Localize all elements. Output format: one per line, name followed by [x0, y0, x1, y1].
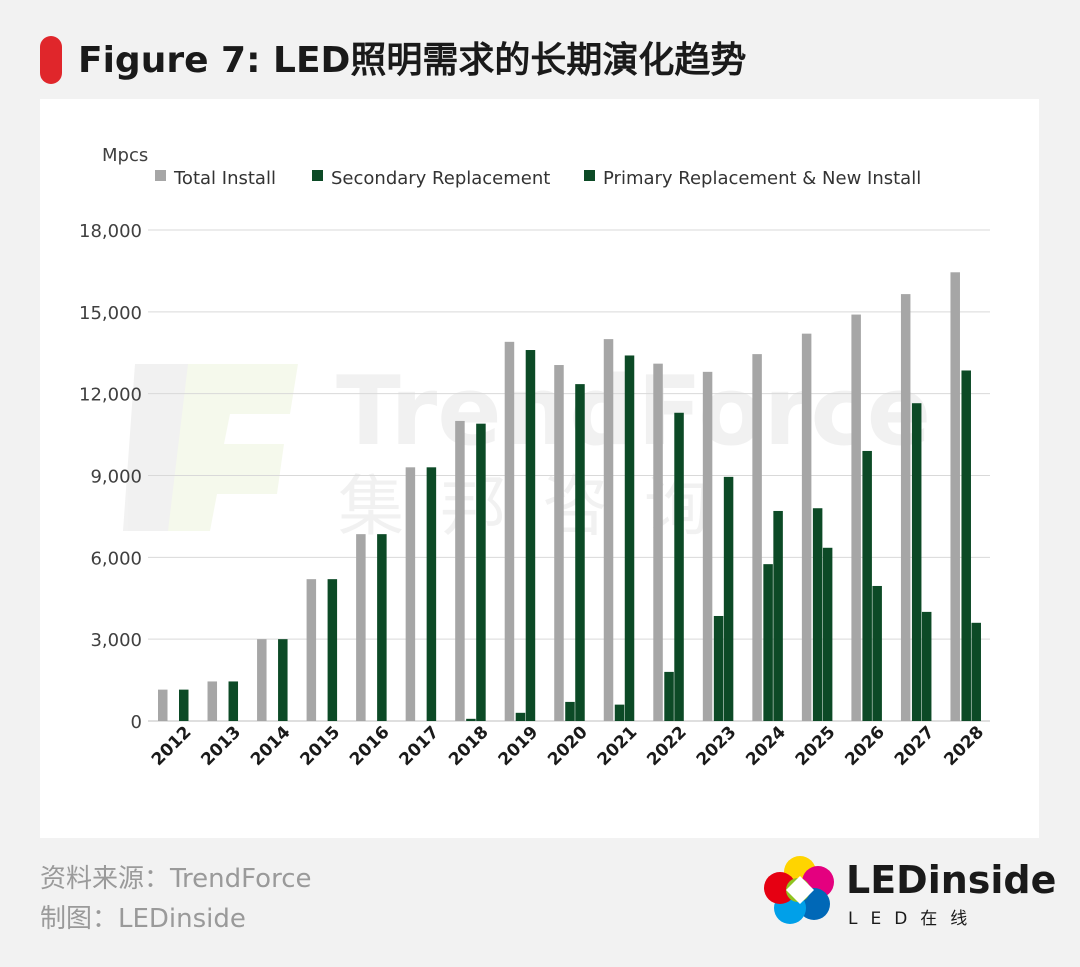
bar-secondary-replacement-2025 — [812, 508, 823, 721]
y-axis-unit-label: Mpcs — [102, 145, 148, 166]
bar-total-install-2015 — [306, 579, 317, 721]
bar-primary-replacement-new-install-2012 — [179, 689, 189, 721]
bar-secondary-replacement-2018 — [466, 718, 476, 721]
y-tick-label: 0 — [131, 712, 142, 733]
bar-total-install-2019 — [504, 341, 515, 721]
page-title: Figure 7: LED照明需求的长期演化趋势 — [78, 40, 747, 81]
bar-secondary-replacement-2023 — [713, 615, 724, 721]
y-tick-label: 9,000 — [90, 467, 142, 488]
bar-primary-replacement-new-install-2026 — [872, 585, 882, 721]
bar-primary-replacement-new-install-2019 — [525, 350, 536, 721]
bar-primary-replacement-new-install-2017 — [426, 467, 437, 721]
y-tick-label: 6,000 — [90, 548, 142, 569]
bar-total-install-2025 — [801, 333, 812, 721]
y-tick-label: 3,000 — [90, 630, 142, 651]
bar-total-install-2021 — [603, 339, 614, 721]
x-tick-label: 2026 — [841, 722, 889, 770]
x-tick-label: 2017 — [396, 722, 444, 770]
bar-total-install-2018 — [455, 420, 465, 721]
bar-total-install-2026 — [851, 314, 861, 721]
ledinside-logo-icon — [764, 856, 834, 924]
bar-primary-replacement-new-install-2023 — [723, 476, 734, 721]
bar-primary-replacement-new-install-2025 — [822, 547, 833, 721]
watermark-logo-left — [123, 364, 208, 531]
watermark-logo-right — [168, 364, 298, 531]
maker-note: 制图：LEDinside — [40, 904, 246, 934]
logo-name: LEDinside — [846, 858, 1057, 902]
bar-secondary-replacement-2022 — [664, 671, 674, 721]
bar-total-install-2022 — [653, 363, 663, 721]
x-tick-label: 2018 — [445, 722, 493, 770]
legend-label-secondary-replacement: Secondary Replacement — [331, 168, 550, 189]
x-tick-label: 2023 — [693, 722, 741, 770]
bar-chart: TrendForce 集邦咨询 03,0006,0009,00012,00015… — [79, 145, 990, 770]
bar-secondary-replacement-2027 — [911, 403, 922, 721]
bar-primary-replacement-new-install-2015 — [327, 579, 338, 721]
x-tick-label: 2025 — [792, 722, 840, 770]
bar-total-install-2013 — [207, 681, 218, 721]
x-tick-label: 2028 — [940, 722, 988, 770]
legend-label-total-install: Total Install — [173, 168, 276, 189]
legend-swatch-secondary-replacement — [312, 170, 323, 181]
legend-label-primary-replacement-new-install: Primary Replacement & New Install — [603, 168, 921, 189]
bar-secondary-replacement-2021 — [614, 704, 625, 721]
bar-secondary-replacement-2026 — [862, 450, 872, 721]
x-tick-label: 2027 — [891, 722, 939, 770]
bar-secondary-replacement-2019 — [515, 712, 526, 721]
bar-total-install-2012 — [158, 689, 168, 721]
bar-primary-replacement-new-install-2024 — [773, 510, 783, 721]
y-tick-label: 18,000 — [79, 221, 142, 242]
chart-panel: TrendForce 集邦咨询 03,0006,0009,00012,00015… — [40, 99, 1039, 838]
ledinside-logo: LEDinside LED在线 — [762, 852, 1056, 932]
x-tick-label: 2013 — [197, 722, 245, 770]
watermark-brand-cn: 集邦咨询 — [338, 468, 746, 545]
x-tick-label: 2024 — [742, 722, 790, 770]
title-accent-bar — [40, 36, 62, 84]
bar-primary-replacement-new-install-2014 — [278, 639, 288, 721]
bar-total-install-2028 — [950, 272, 960, 721]
bar-secondary-replacement-2020 — [565, 701, 575, 721]
x-tick-label: 2015 — [297, 722, 345, 770]
bar-primary-replacement-new-install-2016 — [377, 534, 387, 721]
bar-primary-replacement-new-install-2027 — [921, 611, 932, 721]
bar-primary-replacement-new-install-2028 — [971, 622, 981, 721]
legend-swatch-primary-replacement-new-install — [584, 170, 595, 181]
bar-total-install-2024 — [752, 354, 762, 721]
bar-total-install-2016 — [356, 534, 366, 721]
bar-secondary-replacement-2028 — [961, 370, 971, 721]
bar-total-install-2014 — [257, 639, 267, 721]
y-tick-label: 15,000 — [79, 303, 142, 324]
bar-primary-replacement-new-install-2018 — [476, 423, 486, 721]
source-note: 资料来源：TrendForce — [40, 864, 312, 894]
x-tick-label: 2019 — [495, 722, 543, 770]
bar-total-install-2017 — [405, 467, 416, 721]
bar-secondary-replacement-2024 — [763, 564, 773, 721]
x-tick-label: 2016 — [346, 722, 394, 770]
bar-total-install-2020 — [554, 365, 564, 721]
x-tick-label: 2012 — [148, 722, 196, 770]
bar-primary-replacement-new-install-2020 — [575, 384, 585, 721]
bar-total-install-2027 — [900, 294, 911, 721]
logo-subtitle: LED在线 — [848, 909, 981, 929]
x-tick-label: 2021 — [594, 722, 642, 770]
bar-primary-replacement-new-install-2013 — [228, 681, 239, 721]
legend-swatch-total-install — [155, 170, 166, 181]
x-tick-label: 2020 — [544, 722, 592, 770]
x-tick-label: 2014 — [247, 722, 295, 770]
y-tick-label: 12,000 — [79, 385, 142, 406]
bar-total-install-2023 — [702, 371, 713, 721]
bar-primary-replacement-new-install-2021 — [624, 355, 635, 721]
x-tick-label: 2022 — [643, 722, 691, 770]
bar-primary-replacement-new-install-2022 — [674, 412, 684, 721]
